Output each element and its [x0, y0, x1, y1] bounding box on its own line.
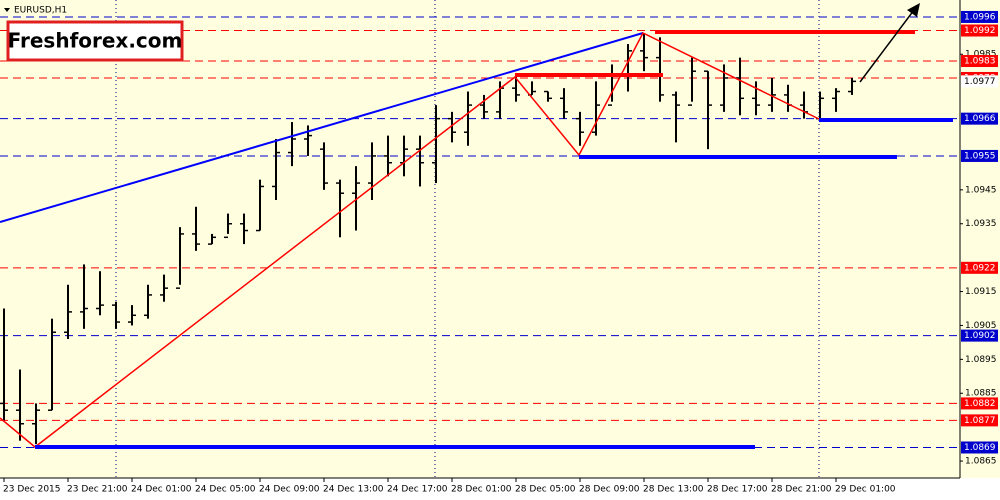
level-label: 1.0877 [964, 416, 996, 426]
level-label: 1.0996 [964, 12, 996, 22]
y-tick-label: 1.0885 [965, 389, 997, 399]
logo: Freshforex.com [8, 29, 183, 53]
x-tick-label: 23 Dec 21:00 [67, 485, 128, 495]
level-label-bg [961, 329, 998, 342]
level-label: 1.0966 [964, 114, 996, 124]
y-tick-label: 1.0915 [965, 287, 997, 297]
level-label-bg [961, 441, 998, 454]
level-label: 1.0922 [964, 263, 996, 273]
price-axis-labels: 1.0865 1.0885 1.0895 1.0905 1.0915 1.0935 1.09… [960, 10, 998, 467]
x-tick-label: 24 Dec 13:00 [323, 485, 384, 495]
bars [0, 33, 856, 445]
level-label-bg [961, 10, 998, 23]
plot-area [0, 0, 960, 478]
price-label: 1.0977 [964, 77, 996, 87]
trend-line [0, 32, 644, 223]
level-label-bg [961, 24, 998, 37]
level-label: 1.0992 [964, 26, 996, 36]
level-label: 1.0902 [964, 331, 996, 341]
y-tick-label: 1.0865 [965, 457, 997, 467]
y-tick-label: 1.0905 [965, 321, 997, 331]
level-label-bg [961, 112, 998, 125]
chart-title: EURUSD,H1 [14, 6, 67, 16]
zigzag [0, 32, 820, 448]
level-label-bg [961, 149, 998, 162]
level-label: 1.0882 [964, 399, 996, 409]
x-tick-label: 24 Dec 01:00 [131, 485, 192, 495]
level-label-bg [961, 55, 998, 68]
level-label-bg [961, 261, 998, 274]
x-tick-label: 24 Dec 09:00 [259, 485, 320, 495]
price-label-bg [961, 75, 998, 88]
x-tick-label: 29 Dec 01:00 [835, 485, 896, 495]
y-tick-label: 1.0945 [965, 185, 997, 195]
x-tick-label: 28 Dec 17:00 [707, 485, 768, 495]
y-tick-label: 1.0895 [965, 355, 997, 365]
levels [0, 16, 960, 448]
menu-icon [4, 8, 10, 12]
x-tick-label: 28 Dec 09:00 [579, 485, 640, 495]
level-label-bg [961, 414, 998, 427]
x-tick-label: 28 Dec 13:00 [643, 485, 704, 495]
x-tick-label: 24 Dec 17:00 [387, 485, 448, 495]
arrow [859, 9, 915, 83]
level-label: 1.0955 [964, 151, 996, 161]
x-tick-label: 28 Dec 21:00 [771, 485, 832, 495]
level-label-bg [961, 397, 998, 410]
logo-box [6, 20, 184, 62]
level-label: 1.0869 [964, 443, 996, 453]
y-tick-label: 1.0985 [965, 50, 997, 60]
y-tick-label: 1.0935 [965, 219, 997, 229]
level-label: 1.0983 [964, 57, 996, 67]
arrow-head [907, 3, 920, 17]
drawings [0, 3, 953, 449]
x-tick-label: 28 Dec 01:00 [451, 485, 512, 495]
x-tick-label: 23 Dec 2015 [3, 485, 61, 495]
x-tick-label: 24 Dec 05:00 [195, 485, 256, 495]
x-tick-label: 28 Dec 05:00 [515, 485, 576, 495]
